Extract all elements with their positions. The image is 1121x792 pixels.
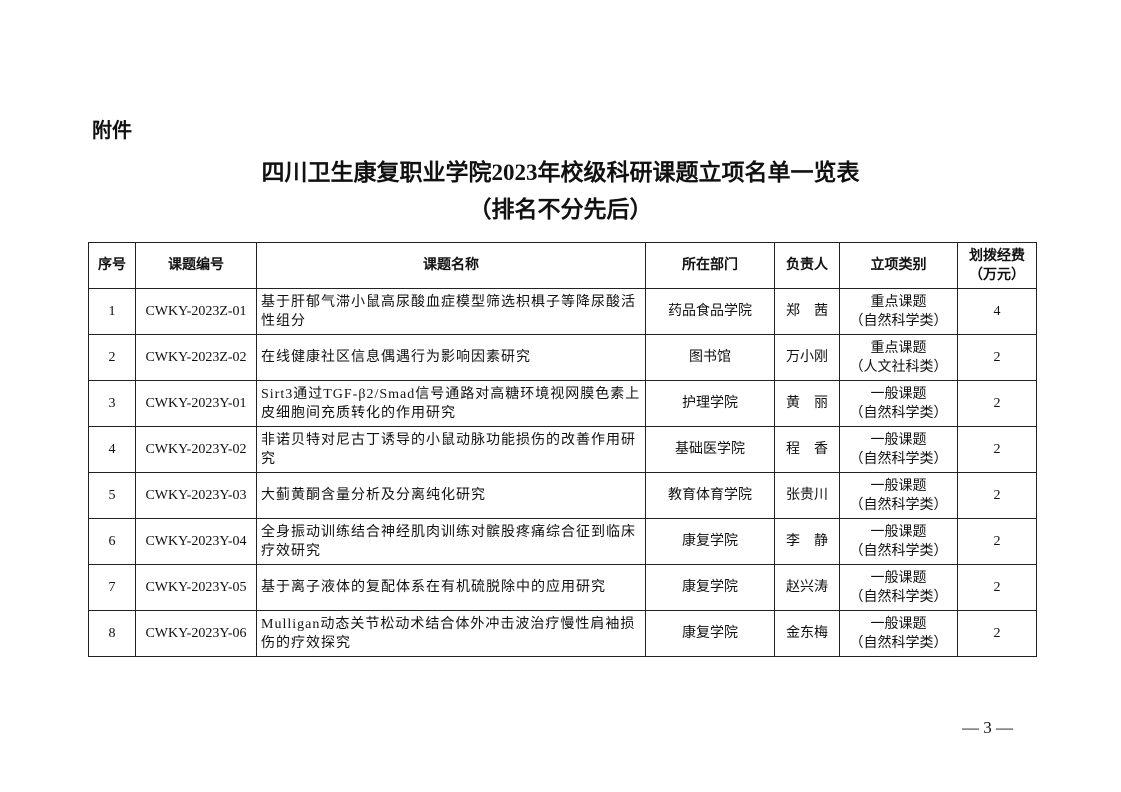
project-list-table: 序号 课题编号 课题名称 所在部门 负责人 立项类别 划拨经费（万元） 1 CWK… [88,242,1037,657]
header-code: 课题编号 [135,242,257,289]
cell-name: 大蓟黄酮含量分析及分离纯化研究 [256,472,646,519]
cell-name: 在线健康社区信息偶遇行为影响因素研究 [256,334,646,381]
subtype-label: （自然科学类） [849,589,948,605]
document-title: 四川卫生康复职业学院2023年校级科研课题立项名单一览表 [261,160,860,185]
cell-leader: 赵兴涛 [774,564,840,611]
table-row: 2 CWKY-2023Z-02 在线健康社区信息偶遇行为影响因素研究 图书馆 万小刚 重点… [88,334,1037,381]
type-label: 一般课题 [870,478,927,494]
subtype-label: （人文社科类） [849,359,948,375]
cell-type: 一般课题 （自然科学类） [839,610,958,657]
cell-leader: 万小刚 [774,334,840,381]
cell-no: 1 [88,288,136,335]
cell-no: 7 [88,564,136,611]
cell-name: Mulligan动态关节松动术结合体外冲击波治疗慢性肩袖损伤的疗效探究 [256,610,646,657]
type-label: 一般课题 [870,570,927,586]
page-number: — 3 — [962,718,1013,737]
cell-funds: 2 [957,564,1037,611]
cell-leader: 金东梅 [774,610,840,657]
cell-type: 一般课题 （自然科学类） [839,518,958,565]
cell-no: 4 [88,426,136,473]
type-label: 一般课题 [870,432,927,448]
cell-funds: 2 [957,518,1037,565]
table-row: 8 CWKY-2023Y-06 Mulligan动态关节松动术结合体外冲击波治疗慢性… [88,610,1037,657]
cell-type: 重点课题 （自然科学类） [839,288,958,335]
cell-code: CWKY-2023Y-05 [135,564,257,611]
header-dept: 所在部门 [645,242,775,289]
cell-dept: 教育体育学院 [645,472,775,519]
cell-code: CWKY-2023Y-06 [135,610,257,657]
table-row: 1 CWKY-2023Z-01 基于肝郁气滞小鼠高尿酸血症模型筛选枳椇子等降尿酸活性… [88,288,1037,335]
type-label: 重点课题 [870,294,927,310]
document-subtitle: （排名不分先后） [468,197,653,222]
cell-no: 3 [88,380,136,427]
subtype-label: （自然科学类） [849,313,948,329]
cell-type: 重点课题 （人文社科类） [839,334,958,381]
cell-code: CWKY-2023Y-03 [135,472,257,519]
cell-code: CWKY-2023Z-01 [135,288,257,335]
cell-no: 6 [88,518,136,565]
cell-type: 一般课题 （自然科学类） [839,472,958,519]
cell-code: CWKY-2023Y-04 [135,518,257,565]
cell-code: CWKY-2023Y-02 [135,426,257,473]
cell-name: 非诺贝特对尼古丁诱导的小鼠动脉功能损伤的改善作用研究 [256,426,646,473]
header-no: 序号 [88,242,136,289]
cell-code: CWKY-2023Y-01 [135,380,257,427]
header-funds: 划拨经费（万元） [957,242,1037,289]
cell-name: 全身振动训练结合神经肌肉训练对髌股疼痛综合征到临床疗效研究 [256,518,646,565]
cell-leader: 张贵川 [774,472,840,519]
cell-leader: 程 香 [774,426,840,473]
cell-dept: 康复学院 [645,564,775,611]
table-row: 6 CWKY-2023Y-04 全身振动训练结合神经肌肉训练对髌股疼痛综合征到临床疗… [88,518,1037,565]
header-name: 课题名称 [256,242,646,289]
cell-funds: 2 [957,472,1037,519]
cell-name: Sirt3通过TGF-β2/Smad信号通路对高糖环境视网膜色素上皮细胞间充质转… [256,380,646,427]
cell-no: 2 [88,334,136,381]
cell-type: 一般课题 （自然科学类） [839,564,958,611]
subtype-label: （自然科学类） [849,497,948,513]
header-leader: 负责人 [774,242,840,289]
table-row: 4 CWKY-2023Y-02 非诺贝特对尼古丁诱导的小鼠动脉功能损伤的改善作用研究… [88,426,1037,473]
header-type: 立项类别 [839,242,958,289]
cell-type: 一般课题 （自然科学类） [839,426,958,473]
cell-funds: 2 [957,380,1037,427]
cell-name: 基于肝郁气滞小鼠高尿酸血症模型筛选枳椇子等降尿酸活性组分 [256,288,646,335]
type-label: 重点课题 [870,340,927,356]
type-label: 一般课题 [870,616,927,632]
subtype-label: （自然科学类） [849,405,948,421]
attachment-label: 附件 [92,120,132,142]
cell-no: 5 [88,472,136,519]
cell-dept: 药品食品学院 [645,288,775,335]
cell-funds: 2 [957,334,1037,381]
table-row: 5 CWKY-2023Y-03 大蓟黄酮含量分析及分离纯化研究 教育体育学院 张贵川 一般… [88,472,1037,519]
cell-dept: 康复学院 [645,610,775,657]
cell-funds: 4 [957,288,1037,335]
table-header-row: 序号 课题编号 课题名称 所在部门 负责人 立项类别 划拨经费（万元） [88,242,1037,289]
table-row: 7 CWKY-2023Y-05 基于离子液体的复配体系在有机硫脱除中的应用研究 康复学… [88,564,1037,611]
cell-leader: 李 静 [774,518,840,565]
subtype-label: （自然科学类） [849,635,948,651]
cell-leader: 黄 丽 [774,380,840,427]
cell-funds: 2 [957,610,1037,657]
cell-name: 基于离子液体的复配体系在有机硫脱除中的应用研究 [256,564,646,611]
cell-code: CWKY-2023Z-02 [135,334,257,381]
type-label: 一般课题 [870,524,927,540]
cell-leader: 郑 茜 [774,288,840,335]
cell-dept: 图书馆 [645,334,775,381]
cell-funds: 2 [957,426,1037,473]
cell-no: 8 [88,610,136,657]
type-label: 一般课题 [870,386,927,402]
cell-dept: 康复学院 [645,518,775,565]
cell-type: 一般课题 （自然科学类） [839,380,958,427]
cell-dept: 护理学院 [645,380,775,427]
cell-dept: 基础医学院 [645,426,775,473]
table-row: 3 CWKY-2023Y-01 Sirt3通过TGF-β2/Smad信号通路对高糖环… [88,380,1037,427]
subtype-label: （自然科学类） [849,451,948,467]
subtype-label: （自然科学类） [849,543,948,559]
